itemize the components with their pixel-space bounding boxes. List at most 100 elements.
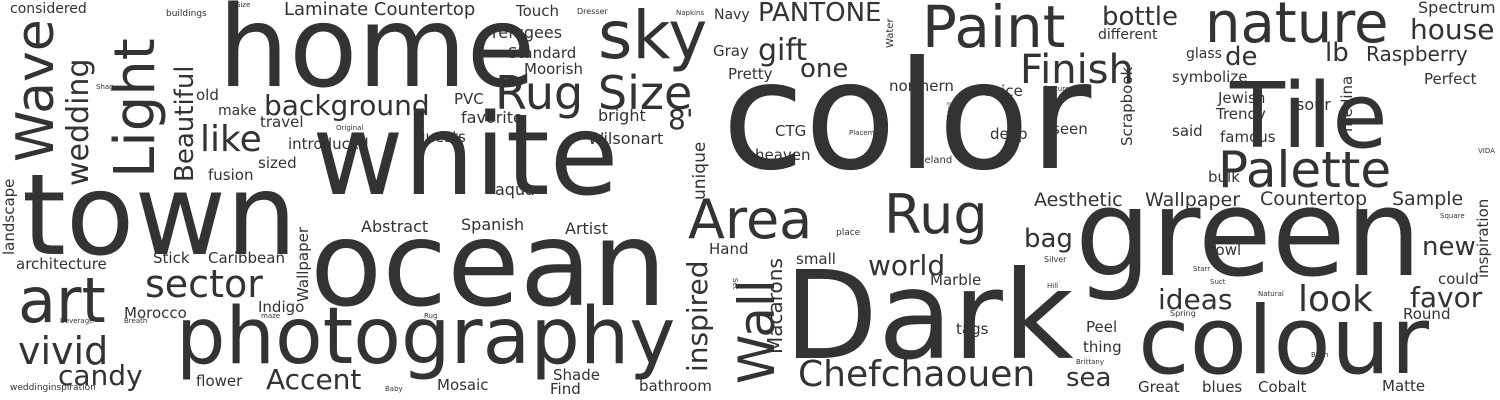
- word: aqua: [495, 180, 535, 199]
- word: northern: [889, 77, 954, 95]
- word-vertical: inspired: [681, 260, 714, 372]
- word: place: [836, 228, 861, 238]
- word: Spring: [1170, 309, 1196, 318]
- word: Area: [688, 188, 813, 251]
- word: Peel: [1086, 318, 1118, 336]
- word: Trendy: [1216, 105, 1266, 123]
- word: Countertop: [1260, 188, 1368, 210]
- word: Perfect: [1424, 70, 1477, 88]
- word: Matte: [1382, 377, 1426, 395]
- word: art: [18, 264, 106, 337]
- word: heaven: [755, 146, 811, 164]
- word: PVC: [454, 90, 484, 108]
- word: background: [264, 89, 430, 122]
- word: Palette: [1218, 141, 1392, 199]
- word: house: [1410, 13, 1495, 46]
- word: sour: [1296, 95, 1331, 114]
- word: small: [796, 250, 836, 268]
- word: old: [196, 86, 219, 104]
- word-vertical: medina: [1338, 75, 1356, 132]
- word: new: [1422, 232, 1476, 262]
- word: Great: [1138, 378, 1180, 396]
- word: Beverage: [60, 317, 94, 325]
- word: Starr: [1193, 265, 1211, 273]
- word: bag: [1024, 224, 1073, 254]
- word-vertical: landscape: [0, 178, 18, 255]
- word: could: [1438, 270, 1479, 288]
- word: green: [1075, 165, 1422, 304]
- word: look: [1298, 279, 1373, 320]
- word: travel: [260, 113, 304, 131]
- word: seen: [1052, 120, 1088, 138]
- word: Pretty: [728, 65, 773, 83]
- word: candy: [58, 359, 143, 392]
- word: Chefchaouen: [798, 354, 1036, 395]
- word-vertical: Beautiful: [170, 65, 200, 182]
- word: symbolize: [1172, 68, 1248, 86]
- word: refugees: [492, 23, 563, 42]
- word: blues: [1202, 378, 1243, 396]
- word: Standard: [508, 44, 577, 62]
- word: white: [312, 91, 619, 221]
- word: Dresser: [577, 7, 608, 16]
- word: Wilsonart: [588, 129, 664, 148]
- word: favorite: [461, 108, 523, 127]
- word: maze: [261, 312, 281, 320]
- word-vertical: Scrapbook: [1118, 66, 1136, 146]
- word: Rug Size: [495, 66, 693, 120]
- word: thing: [1083, 338, 1122, 356]
- word: different: [1098, 27, 1158, 43]
- word-vertical: wedding: [61, 58, 96, 186]
- word: make: [218, 103, 257, 119]
- word-vertical: Macarons: [763, 258, 787, 354]
- word-vertical: Cocktail: [946, 102, 954, 130]
- word: Artist: [565, 219, 608, 238]
- word: considered: [10, 1, 87, 17]
- word: Rug: [424, 312, 438, 320]
- word: Round: [1403, 305, 1451, 323]
- word: Stick: [153, 249, 190, 267]
- word-vertical: unique: [690, 141, 710, 200]
- word: bulk: [1208, 168, 1240, 186]
- word: Baby: [385, 385, 403, 393]
- word: PANTONE: [758, 0, 882, 28]
- word: Finish: [1020, 47, 1134, 93]
- word: Silver: [1044, 255, 1067, 264]
- word: sea: [1066, 363, 1112, 393]
- word: voice: [983, 82, 1023, 100]
- word: Spectrum: [1418, 0, 1496, 17]
- word: vivid: [18, 329, 109, 373]
- word: favor: [1410, 281, 1483, 314]
- word: Shag: [96, 83, 114, 91]
- word: Accent: [266, 363, 362, 396]
- word: CTG: [775, 122, 807, 140]
- word: guests: [416, 128, 466, 146]
- word-vertical: inspiration: [1474, 198, 1492, 278]
- word: glass: [1186, 46, 1222, 62]
- word: sized: [258, 154, 297, 172]
- word: tags: [956, 320, 989, 338]
- word: Wallpaper: [1145, 189, 1241, 211]
- word: Caribbean: [208, 249, 285, 267]
- word: Navy: [714, 7, 750, 23]
- word: Laminate Countertop: [284, 0, 476, 20]
- word: Natural: [1258, 290, 1284, 298]
- word-rotated: Set: [731, 278, 739, 290]
- word: Brittany: [1076, 358, 1104, 366]
- word: de: [1225, 42, 1258, 72]
- word: one: [800, 54, 849, 84]
- word: Bush: [1311, 351, 1329, 359]
- word-vertical: Water: [885, 18, 896, 48]
- word: Aesthetic: [1034, 189, 1123, 211]
- word: photography: [176, 292, 676, 382]
- word: Iceland: [916, 155, 953, 166]
- word: ideas: [1158, 283, 1233, 316]
- word: Spanish: [461, 215, 525, 234]
- word: color: [722, 30, 1092, 204]
- word: said: [1172, 122, 1203, 140]
- word: lb: [1325, 38, 1349, 68]
- word: town: [22, 151, 298, 281]
- word: bottle: [1102, 2, 1179, 32]
- word: flower: [196, 372, 243, 390]
- word: Cobalt: [1258, 378, 1307, 396]
